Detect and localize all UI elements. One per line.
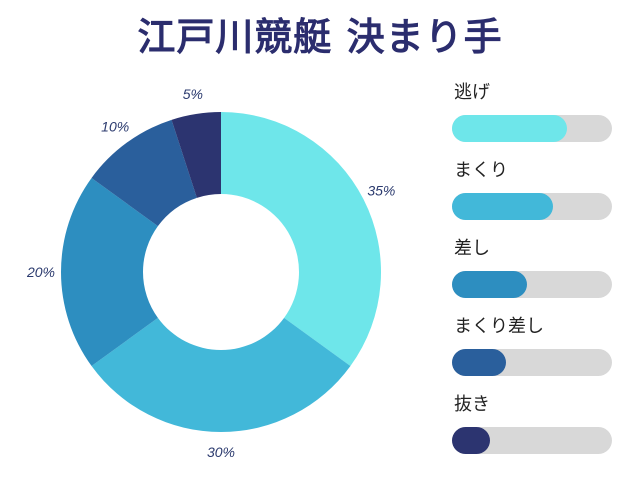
legend-bar-fill: [452, 271, 528, 298]
slice-label-2: 30%: [207, 444, 235, 460]
legend-item: まくり差し: [452, 312, 622, 390]
legend-bar-fill: [452, 427, 491, 454]
donut-slice-3: [61, 177, 158, 367]
legend-bar-fill: [452, 193, 553, 220]
legend-bar-track: [452, 349, 612, 376]
legend-bar-fill: [452, 115, 568, 142]
legend-label: 差し: [454, 238, 490, 259]
donut-slice-1: [221, 112, 381, 367]
legend-bar-track: [452, 193, 612, 220]
legend: 逃げ まくり 差し まくり差し 抜き: [452, 78, 622, 468]
legend-label: まくり: [454, 160, 508, 181]
legend-bar-fill: [452, 349, 507, 376]
legend-label: 抜き: [454, 394, 490, 415]
legend-bar-track: [452, 427, 612, 454]
donut-slice-4: [91, 119, 197, 227]
slice-label-3: 20%: [26, 264, 55, 280]
legend-item: 差し: [452, 234, 622, 312]
legend-bar-track: [452, 271, 612, 298]
legend-item: 抜き: [452, 390, 622, 468]
legend-item: 逃げ: [452, 78, 622, 156]
donut-slice-5: [171, 112, 221, 198]
legend-bar-track: [452, 115, 612, 142]
chart-title: 江戸川競艇 決まり手: [137, 15, 503, 59]
legend-label: 逃げ: [454, 82, 490, 103]
slice-label-1: 35%: [367, 182, 395, 198]
legend-label: まくり差し: [454, 316, 544, 337]
legend-item: まくり: [452, 156, 622, 234]
donut-slice-2: [91, 317, 351, 433]
slice-label-5: 5%: [183, 86, 203, 102]
slice-label-4: 10%: [101, 118, 129, 134]
